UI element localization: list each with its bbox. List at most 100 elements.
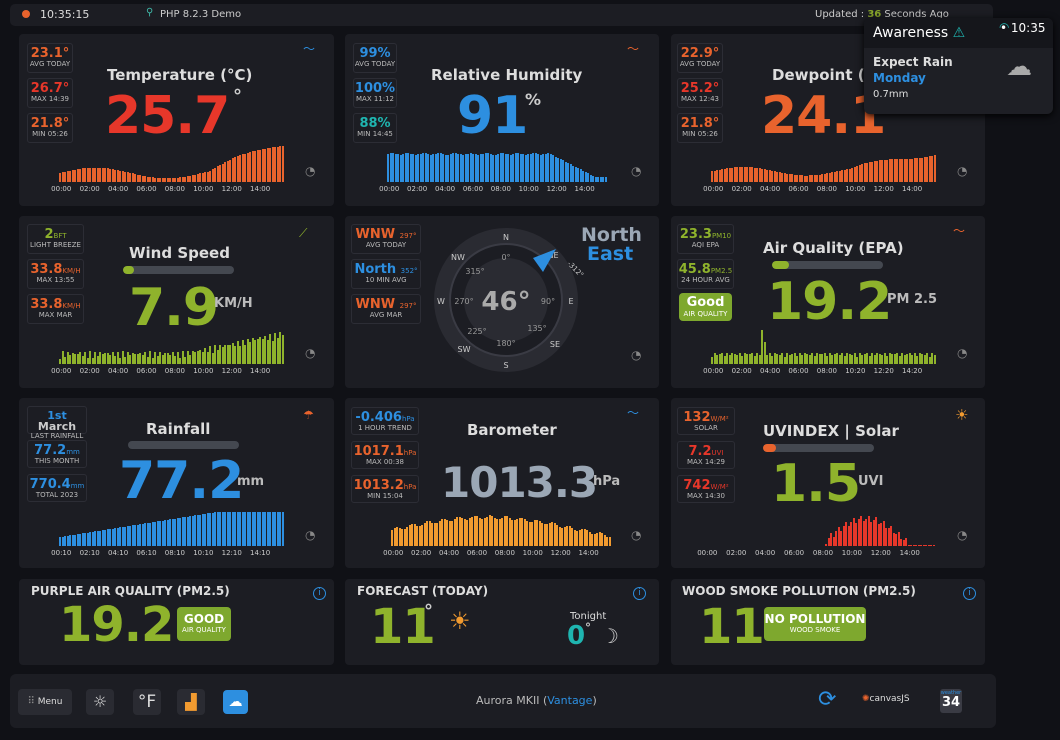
awareness-header: Awareness ⚠: [864, 18, 1053, 48]
chart-bar: [226, 344, 229, 364]
rain-total: 770.4mm TOTAL 2023: [27, 474, 87, 502]
chart-bar: [713, 170, 716, 182]
chart-bar: [424, 153, 427, 182]
chart-bar: [397, 154, 399, 182]
chart-bar: [186, 176, 189, 182]
chart-bar: [184, 176, 186, 182]
chart-bar: [189, 175, 191, 182]
chart-bar: [124, 171, 126, 182]
info-icon[interactable]: i: [633, 587, 646, 600]
chart-bar: [556, 525, 558, 546]
vantage-link[interactable]: Vantage: [547, 694, 593, 707]
dew-min: 21.8° MIN 05:26: [677, 113, 723, 143]
chart-icon[interactable]: ◔: [631, 528, 642, 542]
charts-button[interactable]: ▟: [177, 689, 205, 715]
weather-button[interactable]: ☁: [223, 690, 248, 714]
chart-bar: [863, 353, 866, 364]
chart-bar: [494, 154, 497, 182]
chart-bar: [422, 153, 424, 182]
info-icon[interactable]: i: [963, 587, 976, 600]
chart-bar: [554, 156, 557, 182]
chart-bar: [79, 168, 81, 182]
chart-icon[interactable]: ◔: [305, 164, 316, 178]
dew-axis: 00:00 02:00 04:00 06:00 08:00 10:00 12:00 14:00: [703, 185, 937, 195]
chart-bar: [589, 174, 592, 182]
chart-bar: [566, 525, 568, 546]
chart-bar: [464, 154, 467, 182]
chart-bar: [532, 153, 534, 182]
chart-bar: [728, 355, 731, 364]
refresh-icon[interactable]: ⟳: [818, 687, 837, 712]
chart-bar: [89, 167, 91, 182]
chart-bar: [927, 544, 930, 546]
chart-bar: [101, 530, 104, 546]
chart-bar: [69, 170, 71, 182]
units-button[interactable]: °F: [133, 689, 161, 715]
chart-bar: [498, 519, 501, 546]
chart-bar: [916, 355, 918, 364]
chart-bar: [101, 167, 104, 182]
canvasjs-logo[interactable]: ✺canvasJS: [862, 694, 910, 704]
chart-bar: [239, 511, 241, 546]
air-panel: 23.3PM10 AQI EPA 45.8PM2.5 24 HOUR AVG Goo…: [671, 216, 985, 388]
chart-bar: [868, 355, 871, 364]
chart-bar: [209, 513, 211, 546]
compass-ne: NE: [547, 251, 558, 260]
chart-bar: [913, 158, 916, 182]
chart-bar: [563, 526, 566, 546]
chart-bar: [906, 353, 908, 364]
chart-icon[interactable]: ◔: [305, 346, 316, 360]
chart-bar: [878, 160, 881, 182]
chart-bar: [64, 171, 66, 182]
chart-icon[interactable]: ◔: [957, 528, 968, 542]
chart-bar: [926, 156, 928, 182]
dir-10min: North 352° 10 MIN AVG: [351, 259, 421, 289]
chart-icon[interactable]: ◔: [957, 164, 968, 178]
chart-bar: [536, 519, 538, 546]
awareness-popup[interactable]: Awareness ⚠ ◠ • 10:35 Expect Rain Monday…: [864, 18, 1053, 114]
chart-bar: [918, 157, 921, 182]
chart-bar: [756, 352, 758, 364]
chart-bar: [211, 352, 214, 364]
chart-bar: [748, 167, 751, 182]
chart-bar: [526, 521, 528, 546]
calendar-icon[interactable]: weather 34: [940, 689, 962, 713]
chart-icon[interactable]: ◔: [957, 346, 968, 360]
chart-bar: [166, 178, 169, 182]
chart-icon[interactable]: ◔: [631, 164, 642, 178]
compass-w: W: [437, 297, 445, 306]
axis-tick-label: 10:00: [193, 185, 214, 193]
chart-bar: [851, 167, 853, 182]
chart-bar: [726, 352, 728, 364]
chart-bar: [818, 354, 821, 364]
chart-bar: [206, 171, 209, 182]
chart-bar: [221, 347, 224, 364]
dir-avg-today: WNW 297° AVG TODAY: [351, 224, 421, 254]
chart-icon[interactable]: ◔: [305, 528, 316, 542]
chart-bar: [753, 167, 756, 182]
chart-bar: [716, 170, 718, 182]
menu-button[interactable]: ⠿ Menu: [18, 689, 72, 715]
chart-bar: [908, 353, 911, 364]
chart-bar: [261, 339, 264, 364]
chart-bar: [199, 173, 201, 182]
chart-bar: [823, 173, 826, 182]
chart-bar: [507, 154, 509, 182]
theme-button[interactable]: ☼: [86, 689, 114, 715]
chart-bar: [111, 352, 114, 364]
chart-bar: [406, 527, 408, 546]
chart-icon[interactable]: ◔: [631, 348, 642, 362]
chart-bar: [743, 166, 746, 182]
chart-bar: [496, 519, 498, 546]
chart-bar: [101, 354, 104, 364]
chart-bar: [189, 516, 191, 546]
chart-bar: [274, 511, 276, 546]
chart-bar: [216, 166, 219, 182]
axis-tick-label: 00:10: [51, 549, 72, 557]
chart-bar: [454, 153, 457, 182]
chart-bar: [901, 158, 903, 182]
chart-bar: [551, 522, 553, 546]
chart-bar: [758, 355, 761, 364]
chart-bar: [74, 169, 76, 182]
info-icon[interactable]: i: [313, 587, 326, 600]
